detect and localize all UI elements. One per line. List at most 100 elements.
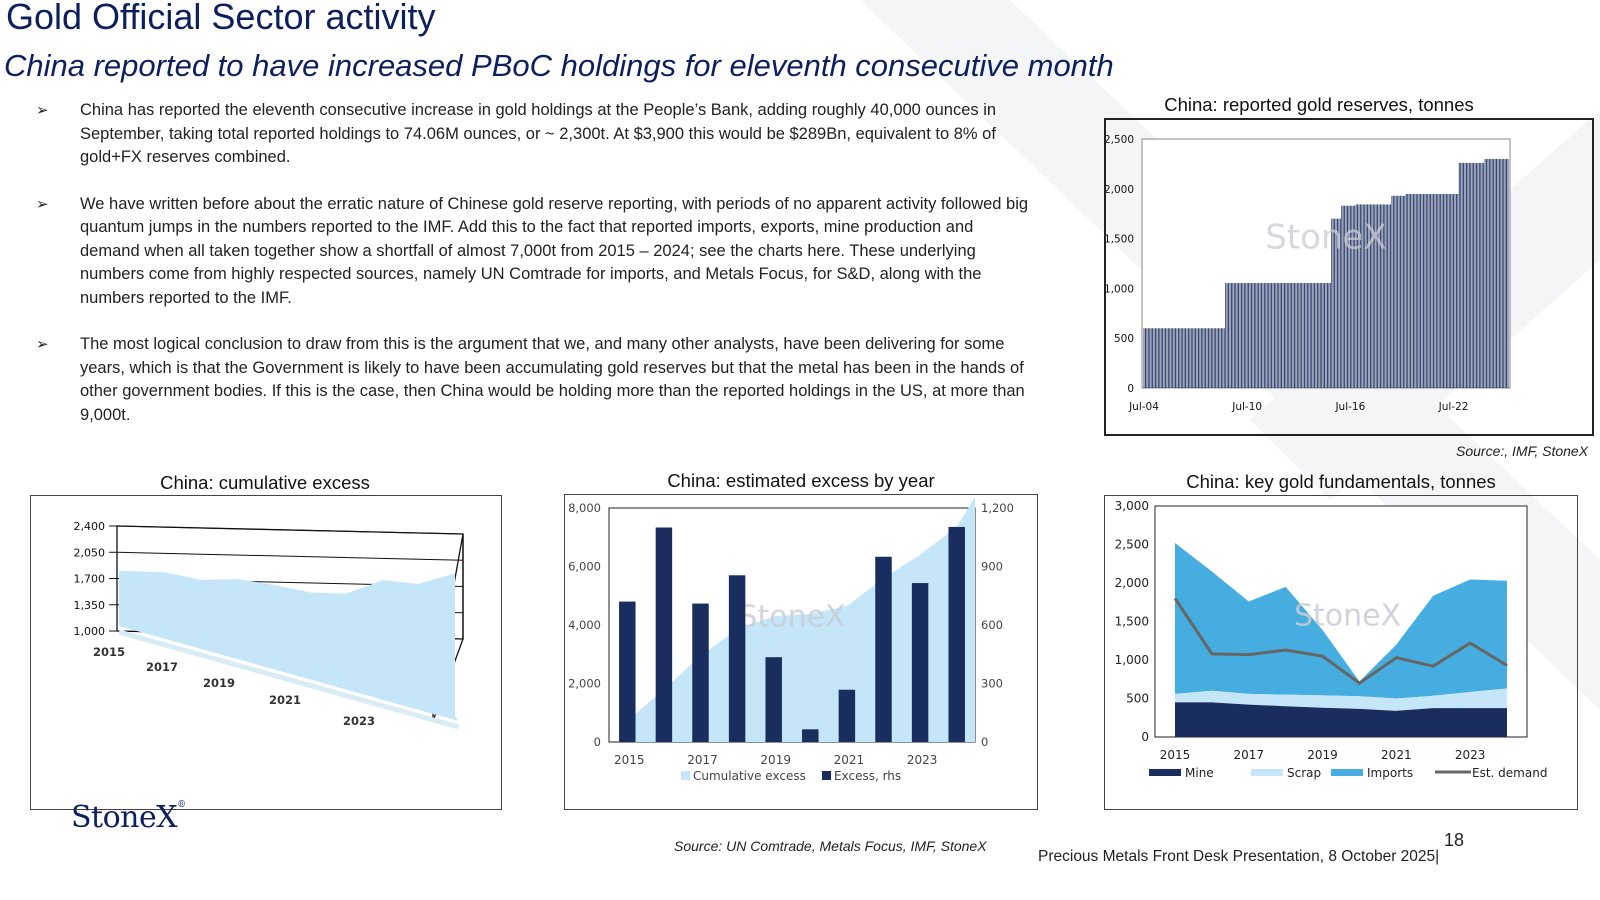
- reserve-bar: [1222, 328, 1224, 388]
- y-tick-label: 1,500: [1106, 234, 1134, 246]
- reserve-bar: [1263, 283, 1265, 388]
- excess-bar: [728, 575, 746, 742]
- reserve-bar: [1258, 283, 1260, 388]
- reserve-bar: [1394, 195, 1396, 388]
- reserve-bar: [1272, 283, 1274, 388]
- est-demand-line: [1173, 597, 1508, 685]
- reserve-bar: [1282, 283, 1284, 388]
- y-tick-label-right: 0: [981, 735, 988, 749]
- reserve-bar: [1242, 283, 1244, 388]
- reserve-bar: [1150, 328, 1152, 388]
- reserve-bar: [1335, 218, 1337, 388]
- cumulative-area: [119, 571, 459, 721]
- reserve-bar: [1437, 193, 1439, 388]
- reserve-bar: [1187, 328, 1189, 388]
- reserve-bar: [1315, 283, 1317, 388]
- reserve-bar: [1229, 283, 1231, 388]
- reserve-bar: [1195, 328, 1197, 388]
- bullet-item: ➢ China has reported the eleventh consec…: [36, 99, 1036, 170]
- reserve-bar: [1391, 195, 1393, 388]
- reserve-bar: [1233, 283, 1235, 388]
- reserve-bar: [1444, 193, 1446, 388]
- reserve-bar: [1388, 204, 1390, 388]
- reserve-bar: [1145, 328, 1146, 388]
- reserve-bar: [1500, 158, 1502, 388]
- reserve-bar: [1435, 193, 1437, 388]
- reserve-bar: [1319, 283, 1321, 388]
- y-tick-label: 3,000: [1115, 499, 1149, 513]
- reserve-bar: [1460, 162, 1462, 388]
- y-tick-label-left: 4,000: [568, 618, 601, 632]
- excess-bar: [655, 527, 673, 742]
- reserve-bar: [1285, 283, 1287, 388]
- x-tick-label: 2019: [1307, 748, 1338, 762]
- reserve-bar: [1203, 328, 1205, 388]
- reserve-bar: [1230, 283, 1232, 388]
- x-tick-label: 2021: [834, 753, 865, 767]
- reserve-bar: [1401, 195, 1403, 388]
- reserve-bar: [1497, 158, 1499, 388]
- reserve-bar: [1152, 328, 1154, 388]
- reserve-bar: [1470, 162, 1472, 388]
- reserve-bar: [1357, 204, 1358, 388]
- reserve-bar: [1279, 283, 1281, 388]
- y-tick-label: 1,350: [74, 599, 106, 612]
- reserve-bar: [1325, 283, 1327, 388]
- reserve-bar: [1407, 193, 1409, 388]
- reserve-bar: [1295, 283, 1297, 388]
- page-number: 18: [1444, 830, 1465, 850]
- reserve-bar: [1232, 283, 1234, 388]
- reserve-bar: [1494, 158, 1496, 388]
- legend-label: Excess, rhs: [834, 769, 901, 783]
- reserve-bar: [1278, 283, 1280, 388]
- reserve-bar: [1501, 158, 1503, 388]
- reserve-bar: [1298, 283, 1300, 388]
- reserve-bar: [1304, 283, 1305, 388]
- reserve-bar: [1487, 158, 1489, 388]
- reserve-bar: [1322, 283, 1324, 388]
- y-tick-label-left: 2,000: [568, 677, 601, 691]
- reserve-bar: [1369, 204, 1371, 388]
- y-tick-label: 2,500: [1106, 134, 1134, 146]
- reserve-bar: [1318, 283, 1320, 388]
- reserve-bar: [1321, 283, 1323, 388]
- excess-chart-title: China: estimated excess by year: [667, 470, 935, 491]
- reserve-bar: [1160, 328, 1162, 388]
- reserve-bar: [1503, 158, 1505, 388]
- source-note-imf: Source:, IMF, StoneX: [1456, 443, 1589, 459]
- reserve-bar: [1249, 283, 1251, 388]
- reserve-bar: [1286, 283, 1288, 388]
- reserve-bar: [1358, 204, 1360, 388]
- x-tick-label: 2021: [1381, 748, 1412, 762]
- reserve-bar: [1269, 283, 1271, 388]
- reserve-bar: [1162, 328, 1164, 388]
- reserve-bar: [1146, 328, 1148, 388]
- reserve-bar: [1305, 283, 1307, 388]
- reserve-bar: [1450, 193, 1452, 388]
- reserve-bar: [1241, 283, 1242, 388]
- reserve-bar: [1445, 193, 1447, 388]
- excess-bar: [838, 689, 856, 742]
- reserve-bar: [1476, 162, 1477, 388]
- reserve-bar: [1210, 328, 1212, 388]
- legend-label: Est. demand: [1472, 766, 1547, 780]
- reserve-bar: [1351, 205, 1353, 388]
- reserve-bar: [1367, 204, 1368, 388]
- x-tick-label: 2023: [1455, 748, 1486, 762]
- legend-label: Mine: [1185, 766, 1214, 780]
- reserve-bar: [1337, 218, 1338, 388]
- x-tick-label: 2017: [1234, 748, 1265, 762]
- reserve-bar: [1209, 328, 1211, 388]
- reserve-bar: [1294, 283, 1295, 388]
- reserve-bar: [1484, 158, 1486, 388]
- reserve-bar: [1362, 204, 1364, 388]
- reserve-bar: [1486, 158, 1487, 388]
- reserve-bar: [1480, 162, 1482, 388]
- reserve-bar: [1153, 328, 1155, 388]
- reserve-bar: [1438, 193, 1440, 388]
- reserve-bar: [1461, 162, 1463, 388]
- bullet-text: China has reported the eleventh consecut…: [80, 101, 997, 166]
- reserve-bar: [1175, 328, 1176, 388]
- reserve-bar: [1382, 204, 1384, 388]
- reserve-bar: [1349, 205, 1351, 388]
